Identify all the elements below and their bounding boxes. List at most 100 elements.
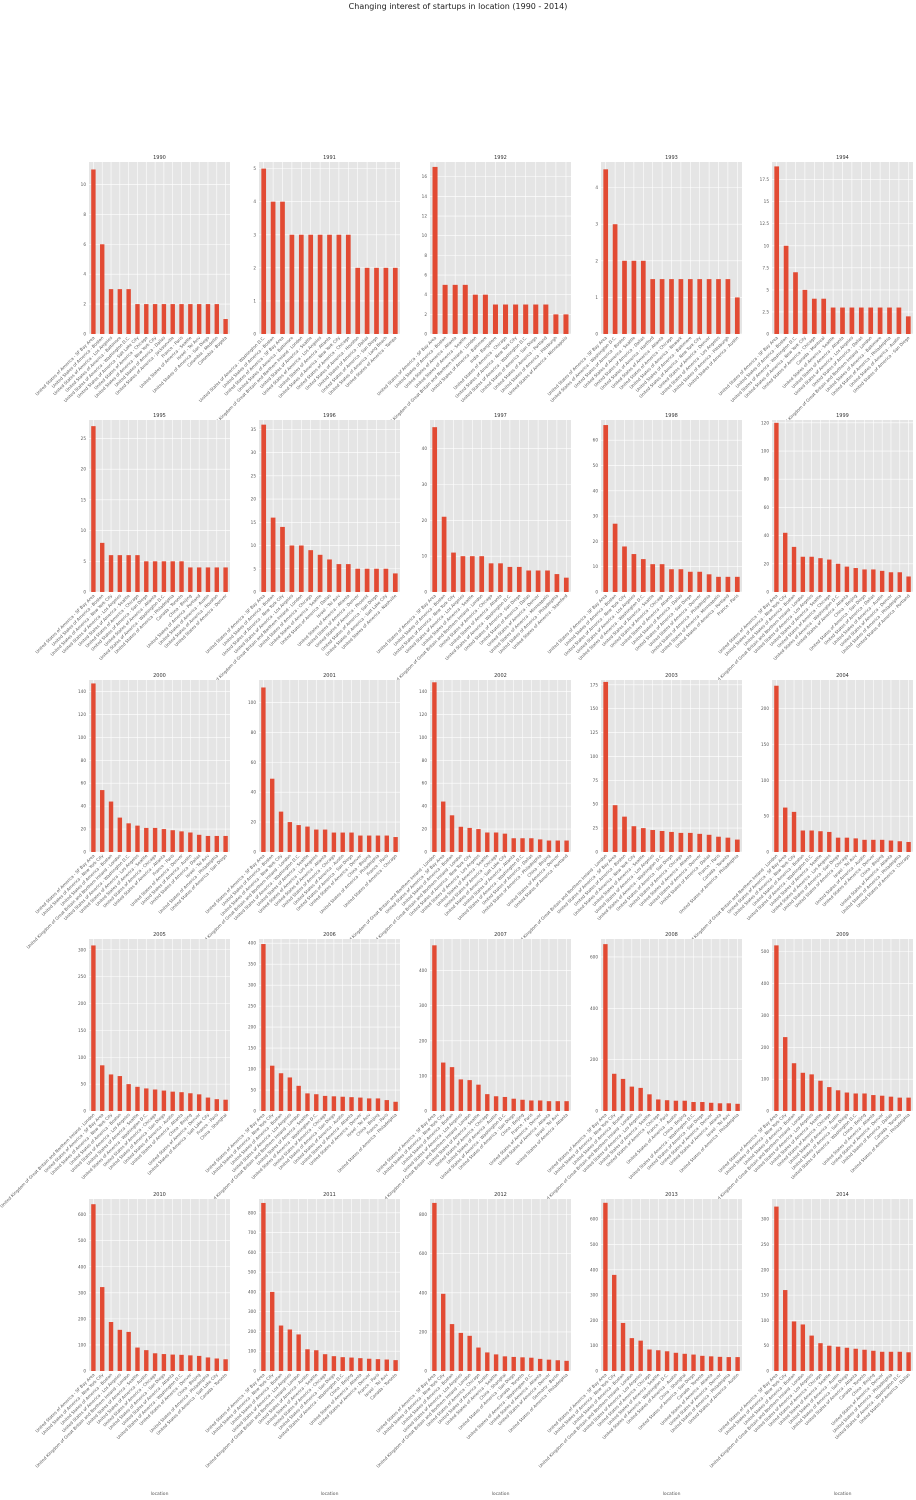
y-tick-label: 200 [419, 1038, 427, 1043]
bar-13 [366, 1098, 372, 1111]
bar-3 [108, 801, 114, 852]
y-tick-label: 5 [83, 559, 86, 564]
x-tick-label: United Kingdom of Great Britain and Nort… [207, 593, 304, 690]
bar-8 [322, 829, 328, 852]
bar-6 [647, 1094, 652, 1111]
y-tick-label: 400 [78, 1264, 86, 1269]
bar-4 [117, 1076, 123, 1111]
bar-1 [432, 945, 437, 1111]
y-tick-label: 60 [251, 760, 257, 765]
y-tick-label: 150 [761, 1293, 769, 1298]
y-tick-label: 100 [78, 1055, 86, 1060]
bar-2 [612, 224, 618, 334]
bar-10 [853, 568, 858, 592]
bar-4 [629, 1338, 635, 1371]
bar-15 [214, 835, 219, 852]
bar-6 [647, 1349, 652, 1371]
bar-2 [612, 1274, 617, 1371]
y-tick-label: 250 [761, 1242, 769, 1247]
bar-7 [314, 829, 319, 852]
bar-7 [659, 279, 665, 334]
bar-12 [188, 1355, 193, 1371]
bar-10 [516, 566, 522, 592]
bar-9 [502, 1096, 508, 1111]
y-tick-label: 500 [590, 1242, 598, 1247]
bar-4 [458, 826, 464, 852]
y-tick-label: 140 [78, 689, 86, 694]
subplot-title: 1995 [153, 413, 166, 419]
y-tick-label: 400 [590, 1006, 598, 1011]
bar-3 [108, 1322, 114, 1371]
bar-3 [452, 284, 458, 334]
bar-3 [791, 811, 797, 852]
bar-1 [774, 685, 779, 852]
bar-7 [144, 1088, 149, 1111]
y-tick-label: 100 [78, 1342, 86, 1347]
y-tick-label: 600 [419, 1251, 427, 1256]
bar-6 [476, 1084, 481, 1111]
y-tick-label: 20 [251, 820, 257, 825]
y-tick-label: 100 [590, 754, 598, 759]
bar-12 [364, 267, 370, 334]
y-tick-label: 25 [81, 436, 87, 441]
bar-4 [631, 260, 637, 334]
bar-8 [669, 279, 674, 334]
subplot-1994: 0 2.5 5 7.5 10 12.5 15 17.5 United States of Ame… [718, 155, 913, 432]
bar-13 [196, 834, 202, 852]
bar-16 [564, 1360, 569, 1371]
bar-5 [126, 1084, 131, 1111]
bar-1 [603, 169, 609, 334]
bar-2 [100, 1287, 105, 1371]
bar-8 [322, 1354, 328, 1371]
bar-12 [871, 569, 876, 592]
bar-5 [809, 1074, 814, 1111]
y-tick-label: 10 [81, 528, 87, 533]
bar-11 [862, 1349, 867, 1371]
bar-6 [479, 556, 485, 592]
bar-1 [261, 944, 266, 1111]
y-tick-label: 6 [83, 242, 86, 247]
bar-14 [717, 1103, 723, 1111]
y-tick-label: 150 [248, 1046, 256, 1051]
bar-4 [117, 817, 123, 852]
bar-9 [844, 1347, 850, 1371]
bar-13 [374, 568, 379, 592]
y-tick-label: 20 [422, 518, 428, 523]
bar-11 [355, 267, 361, 334]
bar-9 [513, 304, 519, 334]
y-tick-label: 2.5 [762, 309, 769, 314]
bar-11 [355, 568, 361, 592]
subplot-title: 1999 [836, 413, 849, 419]
bar-7 [830, 307, 836, 334]
bar-7 [656, 1099, 661, 1111]
y-tick-label: 30 [251, 450, 257, 455]
bar-6 [482, 294, 488, 334]
bar-15 [214, 567, 219, 592]
figure-title: Changing interest of startups in locatio… [349, 2, 568, 11]
bar-11 [697, 833, 703, 852]
bar-1 [432, 1202, 437, 1371]
subplot-title: 2007 [494, 932, 507, 938]
bar-14 [888, 572, 894, 592]
bar-5 [469, 556, 475, 592]
bar-3 [108, 1074, 114, 1111]
y-tick-label: 40 [764, 533, 770, 538]
bar-10 [853, 838, 858, 852]
bar-5 [126, 823, 131, 852]
y-tick-label: 100 [761, 778, 769, 783]
bar-13 [879, 1095, 885, 1111]
y-tick-label: 0 [253, 332, 256, 337]
bar-16 [393, 837, 398, 852]
bar-13 [708, 1356, 714, 1371]
bar-6 [305, 1093, 310, 1111]
bar-6 [818, 831, 823, 852]
subplot-title: 1990 [153, 155, 166, 161]
bar-5 [296, 825, 301, 852]
bar-12 [871, 839, 876, 852]
bar-2 [441, 516, 447, 592]
bar-12 [358, 835, 363, 852]
bar-6 [650, 830, 656, 852]
